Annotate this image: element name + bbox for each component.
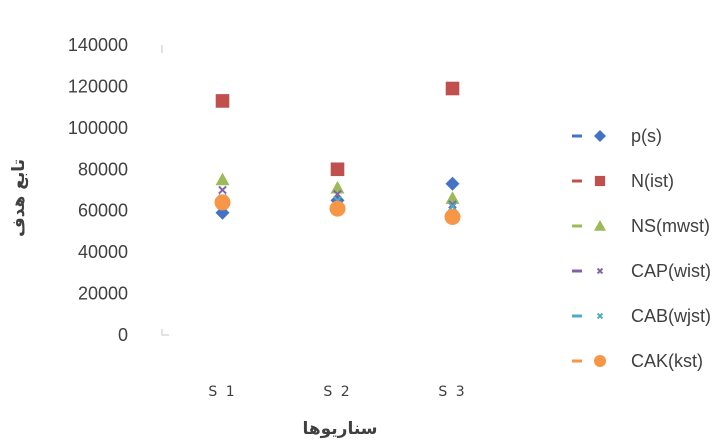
legend: p(s) N(ist) NS(mwst) CAP(wist) CAB(wjst) CAK(… (572, 126, 711, 371)
legend-entry: CAP(wist) (572, 261, 711, 281)
x-axis-title: سناریوها (302, 419, 377, 439)
legend-entry: p(s) (572, 126, 662, 146)
y-axis-title: تابع هدف (9, 159, 29, 237)
x-tick-label: S 2 (323, 384, 351, 400)
legend-label: p(s) (631, 126, 662, 146)
legend-label: NS(mwst) (631, 216, 710, 236)
y-tick-label: 120000 (68, 76, 128, 96)
legend-entry: CAK(kst) (572, 351, 703, 371)
legend-label: CAP(wist) (631, 261, 711, 281)
legend-marker (594, 175, 606, 187)
legend-marker (596, 267, 604, 275)
y-tick-label: 60000 (78, 201, 128, 221)
legend-label: CAB(wjst) (631, 306, 711, 326)
y-axis-ticks: 0 20000 40000 60000 80000 100000 120000 140000 (68, 35, 128, 345)
y-tick-label: 20000 (78, 284, 128, 304)
data-point (214, 194, 231, 211)
data-point (448, 200, 457, 209)
y-tick-label: 80000 (78, 159, 128, 179)
x-tick-label: S 3 (438, 384, 466, 400)
legend-entry: CAB(wjst) (572, 306, 711, 326)
data-points (214, 81, 461, 225)
data-point (330, 180, 345, 194)
x-tick-label: S 1 (208, 384, 236, 400)
legend-label: N(ist) (631, 171, 674, 191)
axis-lines (161, 45, 169, 336)
legend-marker (594, 220, 606, 231)
legend-entry: NS(mwst) (572, 216, 710, 236)
axis-origin-stub (161, 329, 169, 336)
legend-label: CAK(kst) (631, 351, 703, 371)
y-tick-label: 40000 (78, 242, 128, 262)
y-tick-label: 100000 (68, 118, 128, 138)
x-axis-ticks: S 1 S 2 S 3 (208, 384, 466, 400)
data-point (330, 162, 345, 177)
data-point (445, 176, 460, 191)
data-point (218, 185, 227, 195)
y-tick-label: 140000 (68, 35, 128, 55)
data-point (215, 172, 230, 186)
legend-marker (596, 312, 604, 320)
data-point (215, 94, 230, 108)
data-point (329, 200, 346, 217)
legend-marker (594, 130, 606, 142)
data-point (444, 208, 461, 225)
data-point (448, 202, 457, 211)
legend-entry: N(ist) (572, 171, 674, 191)
y-tick-label: 0 (118, 325, 128, 345)
legend-marker (594, 355, 606, 367)
data-point (445, 81, 460, 96)
data-point (445, 191, 460, 204)
